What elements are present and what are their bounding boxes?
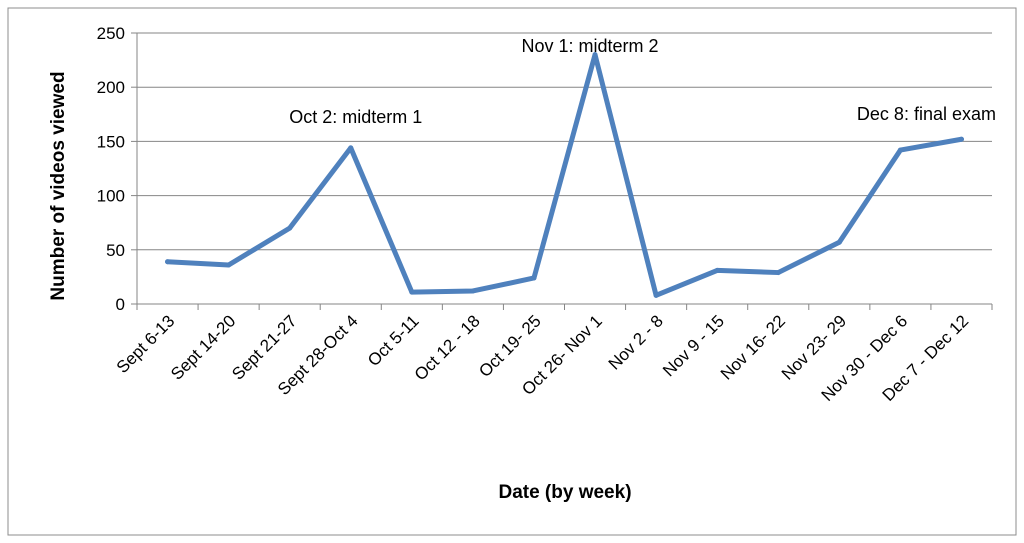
data-point	[714, 267, 720, 273]
y-axis-title: Number of videos viewed	[48, 71, 69, 300]
x-axis-title: Date (by week)	[498, 482, 631, 503]
data-point	[409, 289, 415, 295]
data-point	[897, 147, 903, 153]
y-tick-label: 0	[116, 295, 125, 314]
annotation-label: Dec 8: final exam	[857, 104, 996, 124]
y-tick-labels: 0 50 100 150 200 250	[97, 24, 125, 314]
data-point	[653, 292, 659, 298]
chart-border	[7, 7, 1017, 536]
data-point	[958, 136, 964, 142]
y-tick-label: 250	[97, 24, 125, 43]
data-point	[836, 239, 842, 245]
y-tick-label: 100	[97, 187, 125, 206]
data-point	[775, 270, 781, 276]
gridlines	[137, 32, 992, 251]
series-line	[165, 52, 964, 298]
data-point	[287, 225, 293, 231]
y-tick-label: 150	[97, 132, 125, 151]
data-point	[226, 262, 232, 268]
series	[165, 52, 964, 298]
axes	[131, 32, 993, 310]
data-point	[592, 52, 598, 58]
annotations: Oct 2: midterm 1 Nov 1: midterm 2 Dec 8: f…	[289, 36, 996, 127]
data-point	[531, 275, 537, 281]
data-point	[165, 259, 171, 265]
data-point	[470, 288, 476, 294]
annotation-label: Nov 1: midterm 2	[522, 36, 659, 56]
annotation-label: Oct 2: midterm 1	[289, 107, 422, 127]
y-tick-label: 200	[97, 78, 125, 97]
data-point	[348, 145, 354, 151]
y-tick-label: 50	[106, 241, 125, 260]
